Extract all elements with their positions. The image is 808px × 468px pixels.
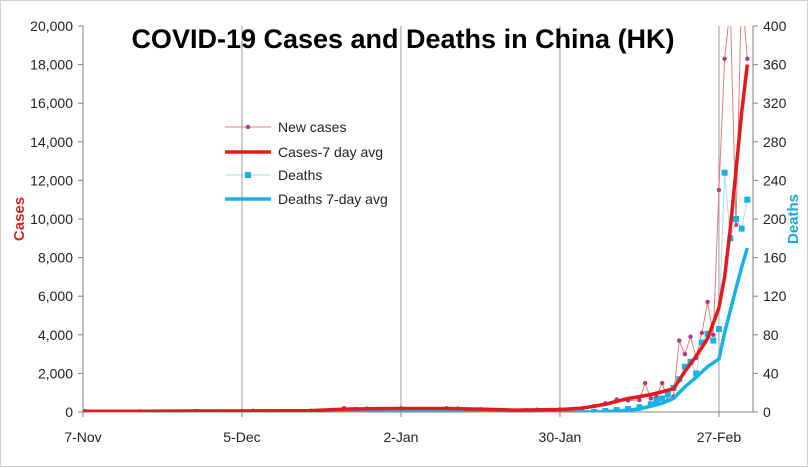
y2-tick-label: 120 [763,288,787,304]
legend-deaths-label: Deaths [278,167,322,183]
deaths-point [738,225,745,232]
y-tick-label: 16,000 [30,95,73,111]
new-cases-point [699,330,705,336]
deaths-point [710,337,717,344]
y-tick-label: 4,000 [38,327,73,343]
y2-tick-label: 320 [763,95,787,111]
y-tick-label: 18,000 [30,57,73,73]
y2-tick-label: 40 [763,365,779,381]
deaths-point [659,395,666,402]
y-tick-label: 20,000 [30,18,73,34]
legend-new-cases-marker [245,124,251,130]
new-cases-point [745,56,750,62]
y-tick-label: 2,000 [38,365,73,381]
x-tick-label: 5-Dec [223,429,260,445]
y2-tick-label: 0 [763,404,771,420]
new-cases-point [642,380,648,386]
series-clip-group [83,5,751,412]
legend-new-cases-label: New cases [278,119,346,135]
new-cases-point [659,380,665,386]
new-cases-point [688,334,693,339]
x-tick-label: 30-Jan [539,429,582,445]
y-tick-label: 12,000 [30,172,73,188]
deaths-point [636,404,643,411]
legend-deaths-avg-label: Deaths 7-day avg [278,191,388,207]
cases-avg-line [83,64,750,412]
y2-axis-title: Deaths [785,194,802,244]
y2-tick-label: 400 [763,18,787,34]
new-cases-point [711,332,716,337]
new-cases-line [83,26,748,412]
deaths-point [721,169,728,176]
new-cases-point [728,5,732,9]
deaths-point [698,339,705,346]
y-tick-label: 10,000 [30,211,73,227]
ticks-layer: 0 2,000 4,000 6,000 8,000 10,000 12,000 14,000 1… [30,18,786,445]
deaths-point [744,196,751,203]
y2-tick-label: 80 [763,327,779,343]
series-layer [83,5,751,412]
legend-cases-avg-label: Cases-7 day avg [278,144,383,160]
new-cases-point [676,338,682,343]
grid-layer [241,26,720,412]
deaths-point [681,363,688,370]
new-cases-point [682,351,688,357]
y-tick-label: 14,000 [30,134,73,150]
new-cases-point [722,56,727,62]
y-tick-label: 6,000 [38,288,73,304]
deaths-point [664,391,671,398]
legend: New cases Cases-7 day avg Deaths Deaths … [225,119,388,207]
deaths-point [653,397,660,404]
y-axis-title: Cases [11,197,28,241]
deaths-line [83,172,748,412]
deaths-avg-line [83,247,750,412]
x-tick-label: 2-Jan [383,429,418,445]
deaths-point [647,401,654,408]
new-cases-point [637,397,642,403]
y-tick-label: 0 [65,404,73,420]
chart-title: COVID-19 Cases and Deaths in China (HK) [131,24,674,54]
y2-tick-label: 360 [763,57,787,73]
y2-tick-label: 200 [763,211,787,227]
y-tick-label: 8,000 [38,250,73,266]
deaths-point [732,216,739,222]
deaths-point [715,326,722,333]
new-cases-point [716,187,722,193]
y2-tick-label: 280 [763,134,787,150]
new-cases-point [705,299,710,305]
x-tick-label: 7-Nov [64,429,101,445]
new-cases-point [648,396,653,401]
deaths-point [693,370,700,377]
legend-deaths-marker [245,172,251,178]
y2-tick-label: 240 [763,172,787,188]
x-tick-label: 27-Feb [697,429,742,445]
y2-tick-label: 160 [763,250,787,266]
axis-layer [82,26,754,413]
